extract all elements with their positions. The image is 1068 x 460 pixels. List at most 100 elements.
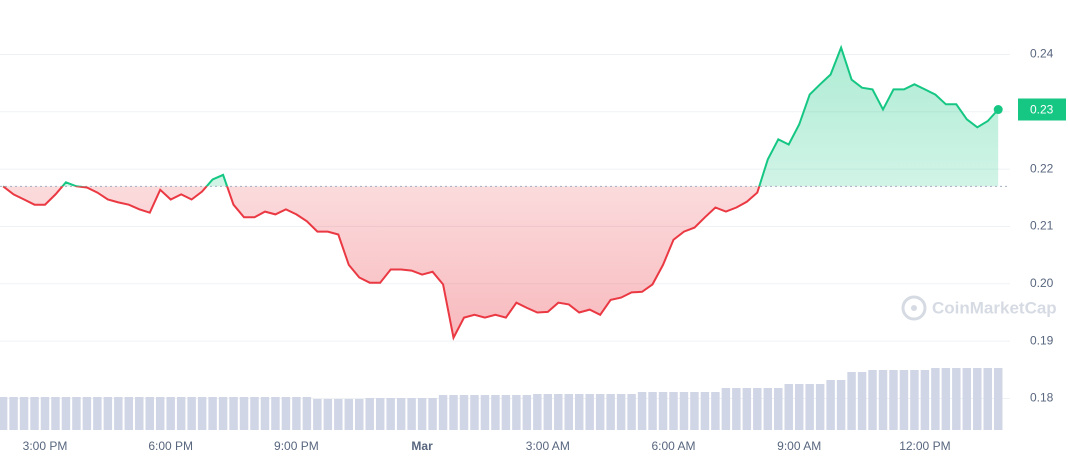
area-up — [3, 47, 999, 187]
x-tick-label: 9:00 AM — [777, 439, 821, 453]
volume-bar — [815, 384, 825, 430]
volume-bar — [459, 395, 469, 430]
volume-bar — [51, 397, 60, 430]
volume-bar — [239, 397, 249, 430]
volume-bar — [585, 394, 594, 430]
volume-bar — [805, 384, 814, 430]
volume-bar — [522, 395, 532, 430]
volume-bar — [627, 394, 636, 430]
volume-bar — [857, 372, 867, 430]
volume-bar — [606, 394, 615, 430]
volume-bar — [501, 395, 511, 430]
volume-bar — [658, 392, 668, 430]
volume-bar — [637, 392, 647, 430]
volume-bar — [334, 399, 343, 430]
y-tick-label: 0.21 — [1030, 219, 1054, 233]
price-line-up — [3, 44, 999, 187]
price-line-down — [2, 186, 761, 341]
y-tick-label: 0.19 — [1030, 333, 1054, 347]
volume-bar — [491, 395, 500, 430]
volume-bar — [386, 398, 395, 430]
area-down — [3, 186, 760, 338]
volume-bar — [61, 397, 71, 430]
volume-bar — [742, 388, 752, 430]
volume-bar — [847, 372, 856, 430]
x-tick-label: 3:00 AM — [526, 439, 570, 453]
volume-bar — [449, 395, 458, 430]
volume-bar — [973, 368, 982, 430]
volume-bar — [313, 399, 322, 430]
volume-bar — [899, 370, 909, 430]
volume-bar — [931, 368, 940, 430]
volume-bar — [145, 397, 154, 430]
volume-bar — [910, 370, 919, 430]
volume-bar — [124, 397, 134, 430]
volume-bar — [428, 398, 437, 430]
volume-bar — [941, 368, 951, 430]
volume-bar — [9, 397, 18, 430]
volume-bar — [302, 397, 312, 430]
watermark: CoinMarketCap — [901, 295, 1057, 321]
volume-bar — [889, 370, 898, 430]
volume-bar — [40, 397, 50, 430]
volume-bar — [868, 370, 877, 430]
volume-bar — [396, 398, 406, 430]
volume-bar — [176, 397, 186, 430]
volume-bar — [993, 368, 1003, 430]
volume-bar — [648, 392, 657, 430]
volume-bar — [344, 399, 354, 430]
volume-bar — [218, 397, 228, 430]
volume-bar — [753, 388, 762, 430]
y-tick-label: 0.20 — [1030, 276, 1054, 290]
x-tick-label: Mar — [411, 439, 433, 453]
volume-bar — [480, 395, 490, 430]
volume-bar — [407, 398, 416, 430]
volume-bar — [962, 368, 972, 430]
volume-bar — [187, 397, 196, 430]
volume-bar — [983, 368, 992, 430]
volume-bar — [721, 388, 731, 430]
volume-bar — [574, 394, 584, 430]
volume-bar — [197, 397, 207, 430]
volume-bar — [952, 368, 961, 430]
volume-bar — [375, 398, 385, 430]
volume-bar — [616, 394, 626, 430]
volume-bar — [794, 384, 804, 430]
volume-bar — [438, 395, 448, 430]
x-tick-label: 6:00 AM — [651, 439, 695, 453]
volume-bar — [355, 399, 364, 430]
volume-bar — [763, 388, 773, 430]
volume-bar — [679, 392, 689, 430]
volume-bar — [836, 380, 846, 430]
volume-bar — [103, 397, 113, 430]
last-point — [993, 105, 1003, 115]
volume-bar — [878, 370, 888, 430]
y-tick-label: 0.18 — [1030, 391, 1054, 405]
volume-bar — [595, 394, 605, 430]
volume-bar — [774, 388, 783, 430]
volume-bar — [554, 394, 563, 430]
volume-bar — [784, 384, 793, 430]
x-tick-label: 9:00 PM — [274, 439, 319, 453]
volume-bar — [82, 397, 92, 430]
current-price-label: 0.23 — [1030, 103, 1054, 117]
volume-bar — [292, 397, 301, 430]
volume-bar — [690, 392, 699, 430]
volume-bar — [250, 397, 259, 430]
volume-bar — [135, 397, 144, 430]
volume-bar — [564, 394, 573, 430]
volume-bar — [417, 398, 427, 430]
x-tick-label: 3:00 PM — [23, 439, 68, 453]
current-price-box — [1018, 98, 1066, 121]
volume-bar — [920, 370, 930, 430]
volume-bar — [281, 397, 291, 430]
volume-bar — [114, 397, 123, 430]
volume-bar — [271, 397, 280, 430]
volume-bar — [323, 399, 333, 430]
volume-bar — [533, 394, 542, 430]
volume-bar — [155, 397, 165, 430]
volume-bar — [72, 397, 81, 430]
volume-bar — [470, 395, 479, 430]
volume-bar — [30, 397, 39, 430]
volume-bar — [208, 397, 217, 430]
